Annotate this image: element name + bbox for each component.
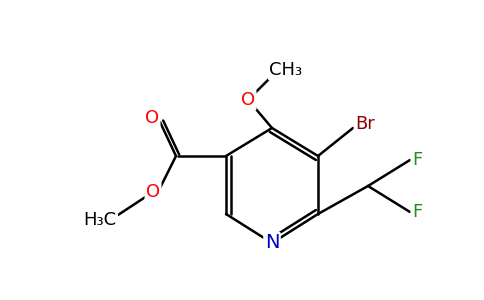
Text: Br: Br [355,115,375,133]
Text: F: F [412,151,422,169]
Text: O: O [146,183,160,201]
Text: CH₃: CH₃ [270,61,302,79]
Text: H₃C: H₃C [83,211,117,229]
Text: F: F [412,203,422,221]
Text: O: O [145,109,159,127]
Text: O: O [241,91,255,109]
Text: N: N [265,233,279,253]
